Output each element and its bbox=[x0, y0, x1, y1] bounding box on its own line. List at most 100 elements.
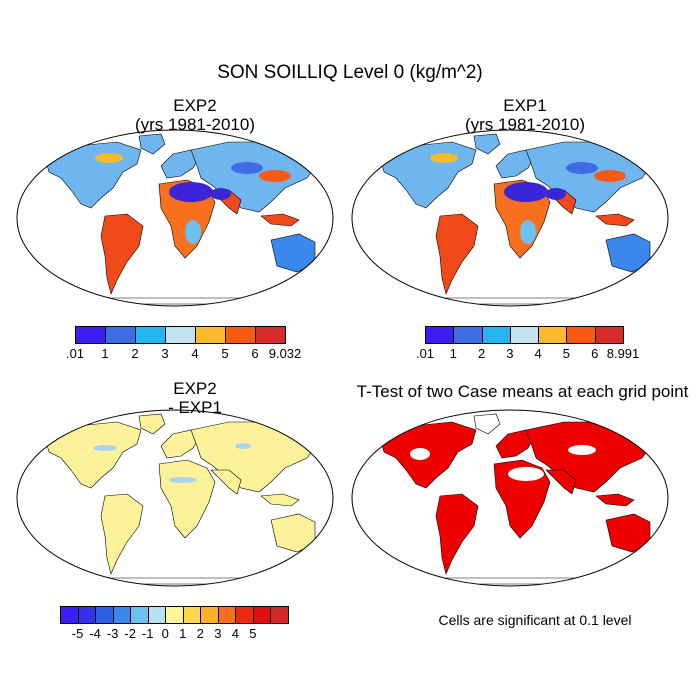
diff-title-line1: EXP2 bbox=[173, 379, 217, 398]
map-land-group bbox=[379, 133, 655, 305]
colorbar-tick-label: 3 bbox=[161, 346, 169, 361]
colorbar-swatch bbox=[566, 326, 596, 344]
colorbar-swatch bbox=[105, 326, 136, 344]
map-outline bbox=[351, 409, 669, 587]
colorbar-tick-label: -5 bbox=[71, 626, 84, 641]
continent-north-america bbox=[44, 421, 142, 489]
continent-australia bbox=[605, 513, 651, 553]
exp1-panel-title: EXP1 (yrs 1981-2010) bbox=[405, 96, 645, 134]
diff-colorbar: -5 -4 -3 -2 -1 0 1 2 3 4 5 bbox=[60, 606, 289, 646]
continent-south-america bbox=[435, 493, 479, 575]
exp2-panel-title: EXP2 (yrs 1981-2010) bbox=[75, 96, 315, 134]
colorbar-swatch bbox=[182, 606, 202, 624]
central-asia-dry-region bbox=[231, 162, 263, 174]
colorbar-swatch bbox=[509, 326, 540, 344]
colorbar-tick-label: -2 bbox=[124, 626, 136, 641]
colorbar-tick-label: -1 bbox=[141, 626, 154, 641]
central-asia-dry-region bbox=[566, 162, 598, 174]
east-asia-wet-region bbox=[259, 170, 291, 182]
colorbar-swatch bbox=[75, 326, 106, 344]
colorbar-swatch bbox=[270, 606, 289, 624]
colorbar-swatch bbox=[135, 326, 166, 344]
continent-greenland bbox=[138, 413, 166, 435]
exp2-title-line2: (yrs 1981-2010) bbox=[134, 115, 255, 134]
continent-australia bbox=[605, 233, 651, 273]
colorbar-swatch bbox=[112, 606, 132, 624]
colorbar-swatch bbox=[60, 606, 79, 624]
sahara-nonsignificant bbox=[508, 467, 544, 481]
exp2-title-line1: EXP2 bbox=[173, 96, 217, 115]
exp1-title-line1: EXP1 bbox=[503, 96, 547, 115]
map-outline bbox=[16, 409, 334, 587]
colorbar-swatch bbox=[425, 326, 455, 344]
colorbar-swatch bbox=[252, 606, 272, 624]
continent-greenland bbox=[138, 133, 166, 155]
west-na-nonsignificant bbox=[410, 448, 430, 460]
colorbar-tick-label: 5 bbox=[562, 346, 571, 361]
colorbar-tick-label: 5 bbox=[249, 626, 257, 641]
colorbar-swatch bbox=[77, 606, 97, 624]
colorbar-swatch bbox=[235, 606, 254, 624]
continent-south-america bbox=[100, 493, 144, 575]
colorbar-swatch bbox=[165, 606, 184, 624]
continent-australia bbox=[270, 233, 316, 273]
colorbar-tick-label: 2 bbox=[196, 626, 204, 641]
colorbar-tick-label: 6 bbox=[251, 346, 259, 361]
colorbar-tick-label: 3 bbox=[214, 626, 222, 641]
colorbar-tick-label: 0 bbox=[161, 626, 169, 641]
colorbar-swatch bbox=[225, 326, 256, 344]
colorbar-tick-label: -3 bbox=[106, 626, 119, 641]
colorbar-tick-label: 4 bbox=[191, 346, 199, 361]
colorbar-swatch bbox=[200, 606, 219, 624]
map-outline bbox=[351, 129, 669, 307]
colorbar-tick-label: -4 bbox=[89, 626, 101, 641]
figure-title: SON SOILLIQ Level 0 (kg/m^2) bbox=[217, 62, 483, 83]
colorbar-tick-label: 1 bbox=[449, 346, 457, 361]
sahara-dry-region bbox=[504, 182, 548, 202]
sahara-dry-region bbox=[169, 182, 213, 202]
continent-north-america bbox=[379, 141, 477, 209]
exp1-title-line2: (yrs 1981-2010) bbox=[464, 115, 585, 134]
map-outline bbox=[16, 129, 334, 307]
continent-greenland bbox=[473, 133, 501, 155]
southern-africa-region bbox=[520, 220, 536, 244]
ttest-map bbox=[351, 409, 669, 587]
map-land-group bbox=[379, 413, 655, 585]
colorbar-tick-label: 6 bbox=[591, 346, 599, 361]
ttest-panel-title: T-Test of two Case means at each grid po… bbox=[356, 382, 689, 401]
east-asia-wet-region bbox=[594, 170, 626, 182]
colorbar-tick-label: 4 bbox=[231, 626, 239, 641]
colorbar-tick-label: .01 bbox=[65, 346, 85, 361]
sahel-negative-patch bbox=[169, 477, 197, 483]
colorbar-swatch bbox=[130, 606, 149, 624]
north-america-moist-region bbox=[95, 153, 123, 163]
continent-australia bbox=[270, 513, 316, 553]
southern-africa-region bbox=[185, 220, 201, 244]
asia-nonsignificant bbox=[568, 445, 596, 455]
north-america-negative-patch bbox=[93, 445, 117, 451]
significance-note: Cells are significant at 0.1 level bbox=[438, 612, 632, 628]
arabia-dry-region bbox=[546, 188, 566, 200]
colorbar-swatch bbox=[255, 326, 286, 344]
colorbar-tick-label: 2 bbox=[131, 346, 139, 361]
colorbar-swatch bbox=[95, 606, 114, 624]
continent-south-america bbox=[435, 213, 479, 295]
colorbar-swatch bbox=[217, 606, 237, 624]
continent-africa bbox=[158, 459, 216, 539]
exp1-map bbox=[351, 129, 669, 307]
continent-arabia-india bbox=[545, 469, 577, 495]
colorbar-swatch bbox=[195, 326, 226, 344]
continent-indonesia bbox=[260, 493, 300, 507]
colorbar-tick-label: 1 bbox=[101, 346, 109, 361]
asia-negative-patch bbox=[235, 443, 251, 449]
continent-north-america bbox=[44, 141, 142, 209]
continent-arabia-india bbox=[210, 469, 242, 495]
continent-indonesia bbox=[595, 213, 635, 227]
colorbar-tick-label: 5 bbox=[221, 346, 229, 361]
exp1-colorbar: .01 1 2 3 4 5 6 8.991 bbox=[416, 326, 639, 366]
colorbar-tick-label: 3 bbox=[506, 346, 514, 361]
colorbar-tick-label: 1 bbox=[179, 626, 187, 641]
continent-indonesia bbox=[260, 213, 300, 227]
colorbar-tick-label: 9.032 bbox=[268, 346, 302, 361]
colorbar-swatch bbox=[538, 326, 568, 344]
